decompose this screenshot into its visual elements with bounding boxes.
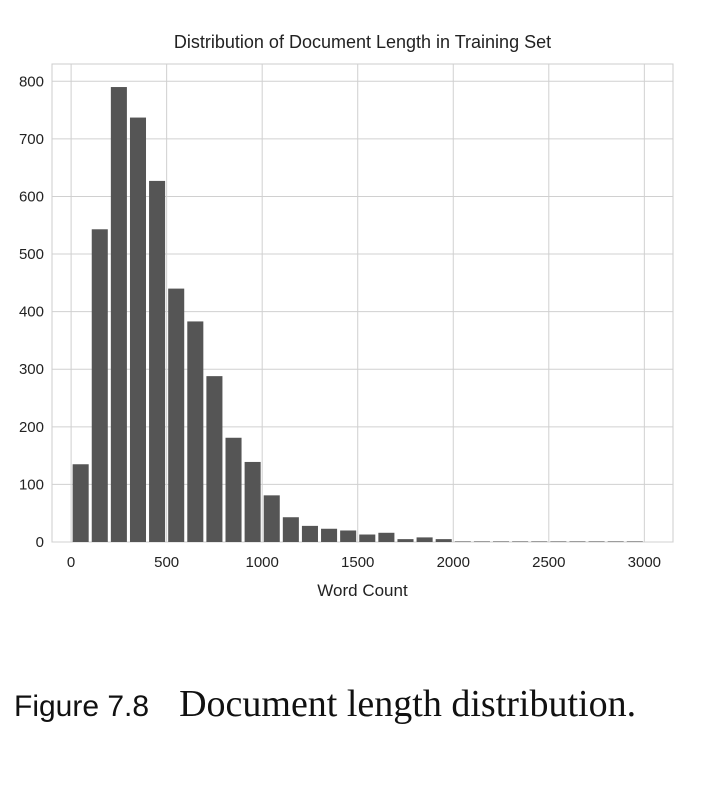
figure-label: Figure 7.8 [14, 690, 150, 723]
x-tick-label: 500 [154, 554, 179, 571]
histogram-bar [416, 537, 433, 542]
x-tick-label: 2500 [532, 554, 565, 571]
histogram-bar [473, 541, 490, 542]
histogram-bar [282, 517, 299, 542]
histogram-bar [301, 525, 318, 542]
histogram-bar [168, 288, 185, 542]
histogram-bar [397, 539, 414, 542]
histogram-chart: 0 100 200 300 400 500 600 700 800 0 500 1000 1500 200… [19, 32, 674, 600]
histogram-bar [531, 541, 548, 542]
histogram-bar [72, 464, 89, 542]
histogram-bar [149, 180, 166, 542]
histogram-bar [359, 534, 376, 542]
x-axis-title: Word Count [317, 581, 408, 600]
figure-caption: Figure 7.8 Document length distribution. [14, 676, 694, 735]
y-tick-label: 0 [36, 534, 44, 551]
bars [72, 87, 643, 543]
histogram-bar [435, 539, 452, 542]
histogram-bar [569, 541, 586, 542]
axes: 0 100 200 300 400 500 600 700 800 0 500 1000 1500 200… [19, 73, 661, 571]
chart: 0 100 200 300 400 500 600 700 800 0 500 1000 1500 200… [19, 32, 674, 600]
histogram-bar [187, 321, 204, 542]
x-tick-label: 2000 [437, 554, 470, 571]
histogram-bar [225, 437, 242, 542]
histogram-bar [378, 532, 395, 542]
histogram-bar [626, 541, 643, 542]
histogram-bar [512, 541, 529, 542]
y-tick-label: 100 [19, 476, 44, 493]
histogram-bar [454, 541, 471, 542]
histogram-bar [321, 528, 338, 542]
histogram-bar [607, 541, 624, 542]
histogram-bar [129, 117, 147, 543]
histogram-bar [550, 541, 567, 542]
x-tick-label: 0 [67, 554, 75, 571]
histogram-bar [340, 530, 357, 542]
y-tick-label: 300 [19, 361, 44, 378]
y-tick-label: 200 [19, 419, 44, 436]
y-tick-label: 400 [19, 304, 44, 321]
histogram-bar [91, 229, 108, 542]
x-tick-label: 1500 [341, 554, 374, 571]
histogram-bar [588, 541, 605, 542]
histogram-bar [493, 541, 510, 542]
y-tick-label: 500 [19, 246, 44, 263]
y-tick-label: 600 [19, 188, 44, 205]
y-tick-label: 700 [19, 131, 44, 148]
chart-title: Distribution of Document Length in Train… [174, 32, 551, 52]
x-tick-label: 3000 [628, 554, 661, 571]
histogram-bar [263, 495, 280, 542]
histogram-bar [244, 461, 261, 542]
caption-text: Document length distribution. [179, 683, 637, 725]
x-tick-label: 1000 [245, 554, 278, 571]
y-tick-label: 800 [19, 73, 44, 90]
histogram-bar [110, 87, 127, 543]
histogram-bar [206, 376, 223, 542]
